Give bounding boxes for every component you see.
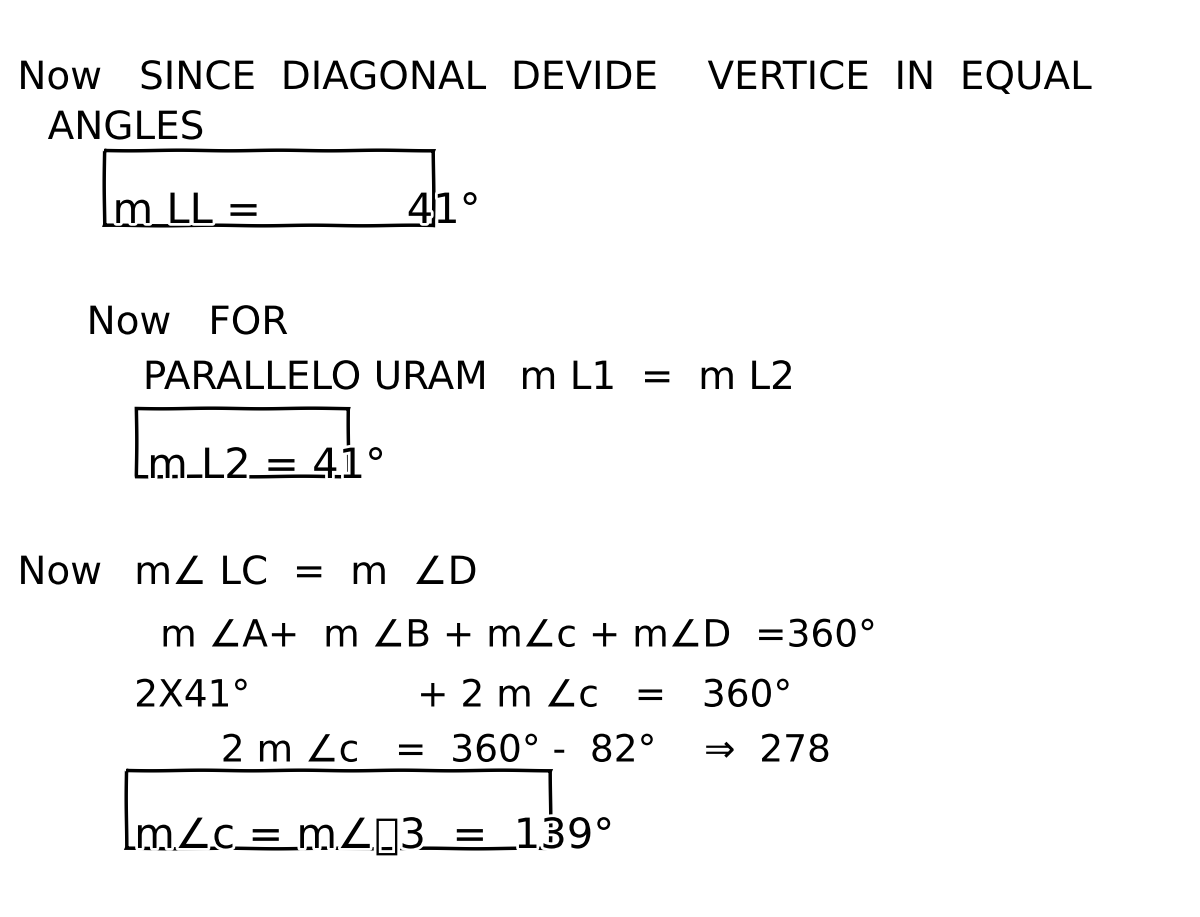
Text: Now   FOR: Now FOR: [86, 304, 288, 342]
Text: m∠ LC  =  m  ∠D: m∠ LC = m ∠D: [134, 554, 478, 592]
Text: ANGLES: ANGLES: [48, 109, 204, 147]
Bar: [126, 770, 550, 848]
Text: Now   SINCE  DIAGONAL  DEVIDE    VERTICE  IN  EQUAL: Now SINCE DIAGONAL DEVIDE VERTICE IN EQU…: [17, 59, 1093, 97]
Text: 2X41°              + 2 m ∠c   =   360°: 2X41° + 2 m ∠c = 360°: [134, 679, 792, 714]
Text: m ∠A+  m ∠B + m∠c + m∠D  =360°: m ∠A+ m ∠B + m∠c + m∠D =360°: [160, 618, 876, 655]
Text: m L2 = 41°: m L2 = 41°: [148, 445, 385, 487]
Text: m L1  =  m L2: m L1 = m L2: [520, 359, 796, 397]
Text: 2 m ∠c   =  360° -  82°    ⇒  278: 2 m ∠c = 360° - 82° ⇒ 278: [221, 734, 830, 769]
Text: m LL =           41°: m LL = 41°: [113, 190, 480, 232]
Text: PARALLELO URAM: PARALLELO URAM: [143, 359, 488, 397]
Text: Now: Now: [17, 554, 102, 592]
Bar: [104, 150, 433, 225]
Bar: [136, 408, 348, 476]
Text: m∠c = m∠✨3  =  139°: m∠c = m∠✨3 = 139°: [134, 815, 614, 857]
